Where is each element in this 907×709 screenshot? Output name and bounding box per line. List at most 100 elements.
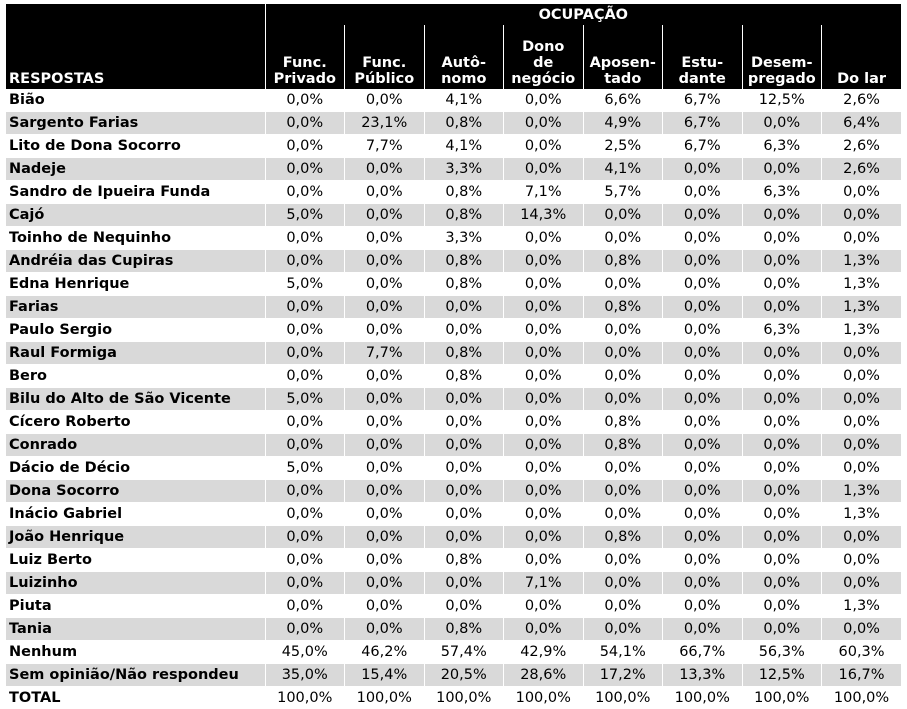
table-cell: 0,0%: [424, 434, 504, 457]
table-cell: 0,0%: [663, 434, 743, 457]
table-cell: 0,0%: [822, 572, 902, 595]
table-cell: 28,6%: [504, 664, 584, 687]
table-cell: 0,0%: [504, 112, 584, 135]
table-cell: 0,0%: [504, 480, 584, 503]
header-title-row: OCUPAÇÃO: [6, 4, 901, 25]
table-cell: 0,0%: [663, 319, 743, 342]
table-cell: 0,0%: [424, 526, 504, 549]
table-cell: 6,7%: [663, 89, 743, 112]
column-header-line: de: [504, 55, 583, 71]
table-cell: 0,0%: [504, 388, 584, 411]
row-label: Tania: [6, 618, 265, 641]
row-label: Bero: [6, 365, 265, 388]
row-label: Lito de Dona Socorro: [6, 135, 265, 158]
table-cell: 0,0%: [822, 618, 902, 641]
row-label: Raul Formiga: [6, 342, 265, 365]
column-header: Autô-nomo: [424, 25, 504, 89]
table-cell: 46,2%: [345, 641, 425, 664]
table-cell: 0,0%: [663, 526, 743, 549]
table-cell: 0,8%: [424, 181, 504, 204]
table-cell: 7,1%: [504, 181, 584, 204]
respostas-header: RESPOSTAS: [6, 25, 265, 89]
table-cell: 0,0%: [583, 618, 663, 641]
table-cell: 5,0%: [265, 388, 345, 411]
column-header: Estu-dante: [663, 25, 743, 89]
column-header: Func.Privado: [265, 25, 345, 89]
table-cell: 2,6%: [822, 158, 902, 181]
row-label: Toinho de Nequinho: [6, 227, 265, 250]
row-label: Edna Henrique: [6, 273, 265, 296]
table-cell: 100,0%: [424, 687, 504, 709]
table-cell: 3,3%: [424, 158, 504, 181]
row-label: Nadeje: [6, 158, 265, 181]
table-cell: 0,0%: [663, 457, 743, 480]
table-cell: 0,0%: [265, 342, 345, 365]
table-cell: 60,3%: [822, 641, 902, 664]
table-cell: 0,0%: [663, 411, 743, 434]
table-cell: 100,0%: [583, 687, 663, 709]
row-label: Nenhum: [6, 641, 265, 664]
row-label: Dona Socorro: [6, 480, 265, 503]
table-cell: 0,0%: [504, 503, 584, 526]
row-label: TOTAL: [6, 687, 265, 709]
table-cell: 0,0%: [345, 227, 425, 250]
table-cell: 0,0%: [345, 595, 425, 618]
table-cell: 0,0%: [663, 158, 743, 181]
table-cell: 0,0%: [742, 365, 822, 388]
table-cell: 0,0%: [345, 365, 425, 388]
column-header-line: dante: [663, 71, 742, 87]
table-cell: 0,0%: [504, 296, 584, 319]
row-label: Sargento Farias: [6, 112, 265, 135]
table-cell: 6,7%: [663, 112, 743, 135]
table-title: OCUPAÇÃO: [265, 4, 901, 25]
table-cell: 5,7%: [583, 181, 663, 204]
table-cell: 0,0%: [504, 365, 584, 388]
table-cell: 0,0%: [822, 526, 902, 549]
table-cell: 0,0%: [742, 503, 822, 526]
table-cell: 3,3%: [424, 227, 504, 250]
table-cell: 0,0%: [504, 526, 584, 549]
table-cell: 42,9%: [504, 641, 584, 664]
table-cell: 4,1%: [424, 89, 504, 112]
table-cell: 12,5%: [742, 89, 822, 112]
table-cell: 1,3%: [822, 296, 902, 319]
table-cell: 0,0%: [265, 526, 345, 549]
table-cell: 0,0%: [345, 503, 425, 526]
table-cell: 0,0%: [583, 572, 663, 595]
table-cell: 0,0%: [265, 158, 345, 181]
table-cell: 0,0%: [663, 273, 743, 296]
table-cell: 0,0%: [265, 572, 345, 595]
table-cell: 0,0%: [742, 434, 822, 457]
row-label: Paulo Sergio: [6, 319, 265, 342]
table-cell: 0,0%: [742, 204, 822, 227]
table-cell: 0,0%: [663, 595, 743, 618]
row-label: Piuta: [6, 595, 265, 618]
table-cell: 0,0%: [583, 549, 663, 572]
table-cell: 0,0%: [742, 342, 822, 365]
table-cell: 0,0%: [265, 618, 345, 641]
table-cell: 1,3%: [822, 250, 902, 273]
column-header-line: Estu-: [663, 55, 742, 71]
table-cell: 0,0%: [583, 365, 663, 388]
table-cell: 4,1%: [583, 158, 663, 181]
table-cell: 0,0%: [583, 457, 663, 480]
table-cell: 0,0%: [424, 296, 504, 319]
table-cell: 0,0%: [424, 503, 504, 526]
row-label: Cajó: [6, 204, 265, 227]
table-cell: 0,0%: [822, 342, 902, 365]
table-cell: 0,8%: [583, 434, 663, 457]
table-cell: 6,3%: [742, 319, 822, 342]
table-cell: 0,0%: [822, 227, 902, 250]
